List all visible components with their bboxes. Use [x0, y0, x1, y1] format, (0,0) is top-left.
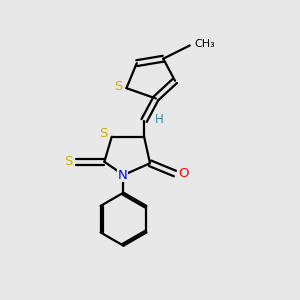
Text: S: S	[114, 80, 122, 93]
Text: O: O	[178, 167, 188, 180]
Text: H: H	[155, 112, 164, 126]
Text: CH₃: CH₃	[194, 39, 215, 49]
Text: S: S	[99, 127, 108, 140]
Text: N: N	[117, 169, 127, 182]
Text: S: S	[64, 155, 72, 168]
